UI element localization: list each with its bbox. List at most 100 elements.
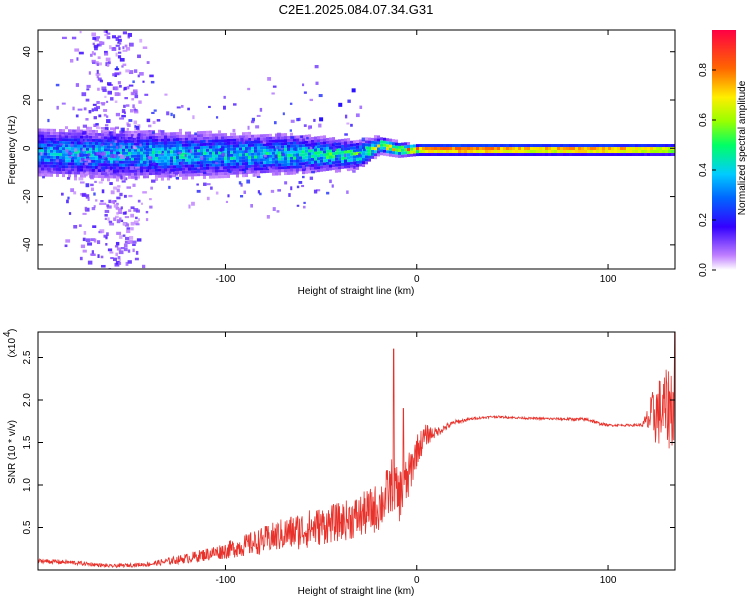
spectrogram-cell [218, 172, 221, 176]
spectrogram-speckle [104, 33, 109, 37]
spectrogram-cell [161, 144, 164, 148]
spectrogram-cell [275, 172, 278, 176]
spectrogram-cell [89, 153, 92, 157]
spectrogram-speckle [100, 153, 105, 156]
spectrogram-cell [329, 155, 332, 159]
spectrogram-cell [317, 142, 320, 146]
spectrogram-cell [323, 144, 326, 148]
spectrogram-cell [518, 144, 521, 148]
spectrogram-cell [98, 163, 101, 167]
spectrogram-cell [170, 153, 173, 157]
spectrogram-cell [404, 142, 407, 146]
spectrogram-cell [194, 146, 197, 150]
spectrogram-cell [92, 174, 95, 178]
spectrogram-cell [167, 135, 170, 139]
spectrogram-cell [293, 153, 296, 157]
spectrogram-speckle [40, 151, 43, 156]
spectrogram-cell [530, 153, 533, 157]
spectrogram-speckle [282, 112, 285, 116]
spectrogram-cell [236, 150, 239, 154]
spectrogram-cell [605, 150, 608, 154]
spectrogram-speckle [106, 82, 112, 86]
spectrogram-cell [275, 169, 278, 173]
spectrogram-cell [125, 157, 128, 161]
spectrogram-cell [128, 154, 131, 158]
spectrogram-cell [113, 157, 116, 161]
spectrogram-cell [302, 147, 305, 151]
spectrogram-cell [362, 161, 365, 165]
spectrogram-cell [620, 153, 623, 157]
spectrogram-cell [71, 162, 74, 166]
spectrogram-cell [47, 170, 50, 174]
spectrogram-cell [329, 149, 332, 153]
spectrogram-cell [299, 156, 302, 160]
spectrogram-cell [212, 145, 215, 149]
spectrogram-speckle [180, 161, 184, 166]
spectrogram-cell [437, 144, 440, 148]
spectrogram-cell [92, 141, 95, 145]
spectrogram-cell [167, 171, 170, 175]
spectrogram-speckle [73, 224, 78, 229]
spectrogram-cell [350, 149, 353, 153]
spectrogram-cell [200, 137, 203, 141]
spectrogram-cell [71, 171, 74, 175]
spectrogram-cell [185, 134, 188, 138]
spectrogram-speckle [238, 181, 242, 185]
spectrogram-speckle [67, 170, 72, 174]
spectrogram-speckle [109, 45, 112, 50]
spectrogram-cell [599, 144, 602, 148]
spectrogram-cell [350, 164, 353, 168]
spectrogram-speckle [95, 126, 101, 130]
colorbar-ticks: 0.00.20.40.60.8 [698, 63, 716, 277]
spectrogram-speckle [123, 222, 127, 226]
spectrogram-speckle [73, 191, 77, 195]
spectrogram-cell [638, 147, 641, 151]
spectrogram-cell [44, 158, 47, 162]
spectrogram-cell [158, 129, 161, 133]
spectrogram-speckle [82, 148, 85, 152]
spectrogram-cell [59, 162, 62, 166]
spectrogram-cell [212, 151, 215, 155]
spectrogram-speckle [114, 72, 120, 76]
spectrogram-cell [236, 165, 239, 169]
spectrogram-cell [128, 166, 131, 170]
spectrogram-cell [56, 131, 59, 135]
spectrogram-speckle [124, 223, 130, 227]
spectrogram-speckle [85, 135, 89, 139]
spectrogram-cell [545, 150, 548, 154]
spectrogram-cell [68, 147, 71, 151]
spectrogram-speckle [109, 143, 113, 147]
spectrogram-cell [41, 155, 44, 159]
spectrogram-speckle [151, 131, 155, 134]
spectrogram-speckle [181, 104, 184, 108]
spectrogram-cell [56, 167, 59, 171]
spectrogram-cell [257, 158, 260, 162]
spectrogram-cell [266, 157, 269, 161]
spectrogram-speckle [177, 151, 182, 155]
spectrogram-cell [419, 150, 422, 154]
spectrogram-cell [347, 165, 350, 169]
spectrogram-speckle [95, 61, 99, 65]
spectrogram-cell [239, 144, 242, 148]
spectrogram-cell [155, 171, 158, 175]
spectrogram-cell [395, 148, 398, 152]
spectrogram-cell [146, 151, 149, 155]
spectrogram-cell [446, 150, 449, 154]
spectrogram-cell [587, 147, 590, 151]
spectrogram-cell [314, 154, 317, 158]
spectrogram-cell [155, 144, 158, 148]
spectrogram-cell [449, 153, 452, 157]
spectrogram-cell [230, 171, 233, 175]
spectrogram-cell [164, 153, 167, 157]
spectrogram-speckle [77, 108, 83, 111]
spectrogram-cell [89, 171, 92, 175]
spectrogram-cell [383, 149, 386, 153]
spectrogram-cell [134, 160, 137, 164]
spectrogram-cell [374, 135, 377, 139]
spectrogram-cell [221, 160, 224, 164]
spectrogram-cell [53, 161, 56, 165]
spectrogram-cell [176, 141, 179, 145]
spectrogram-cell [200, 167, 203, 171]
spectrogram-speckle [120, 161, 124, 164]
spectrogram-cell [290, 171, 293, 175]
